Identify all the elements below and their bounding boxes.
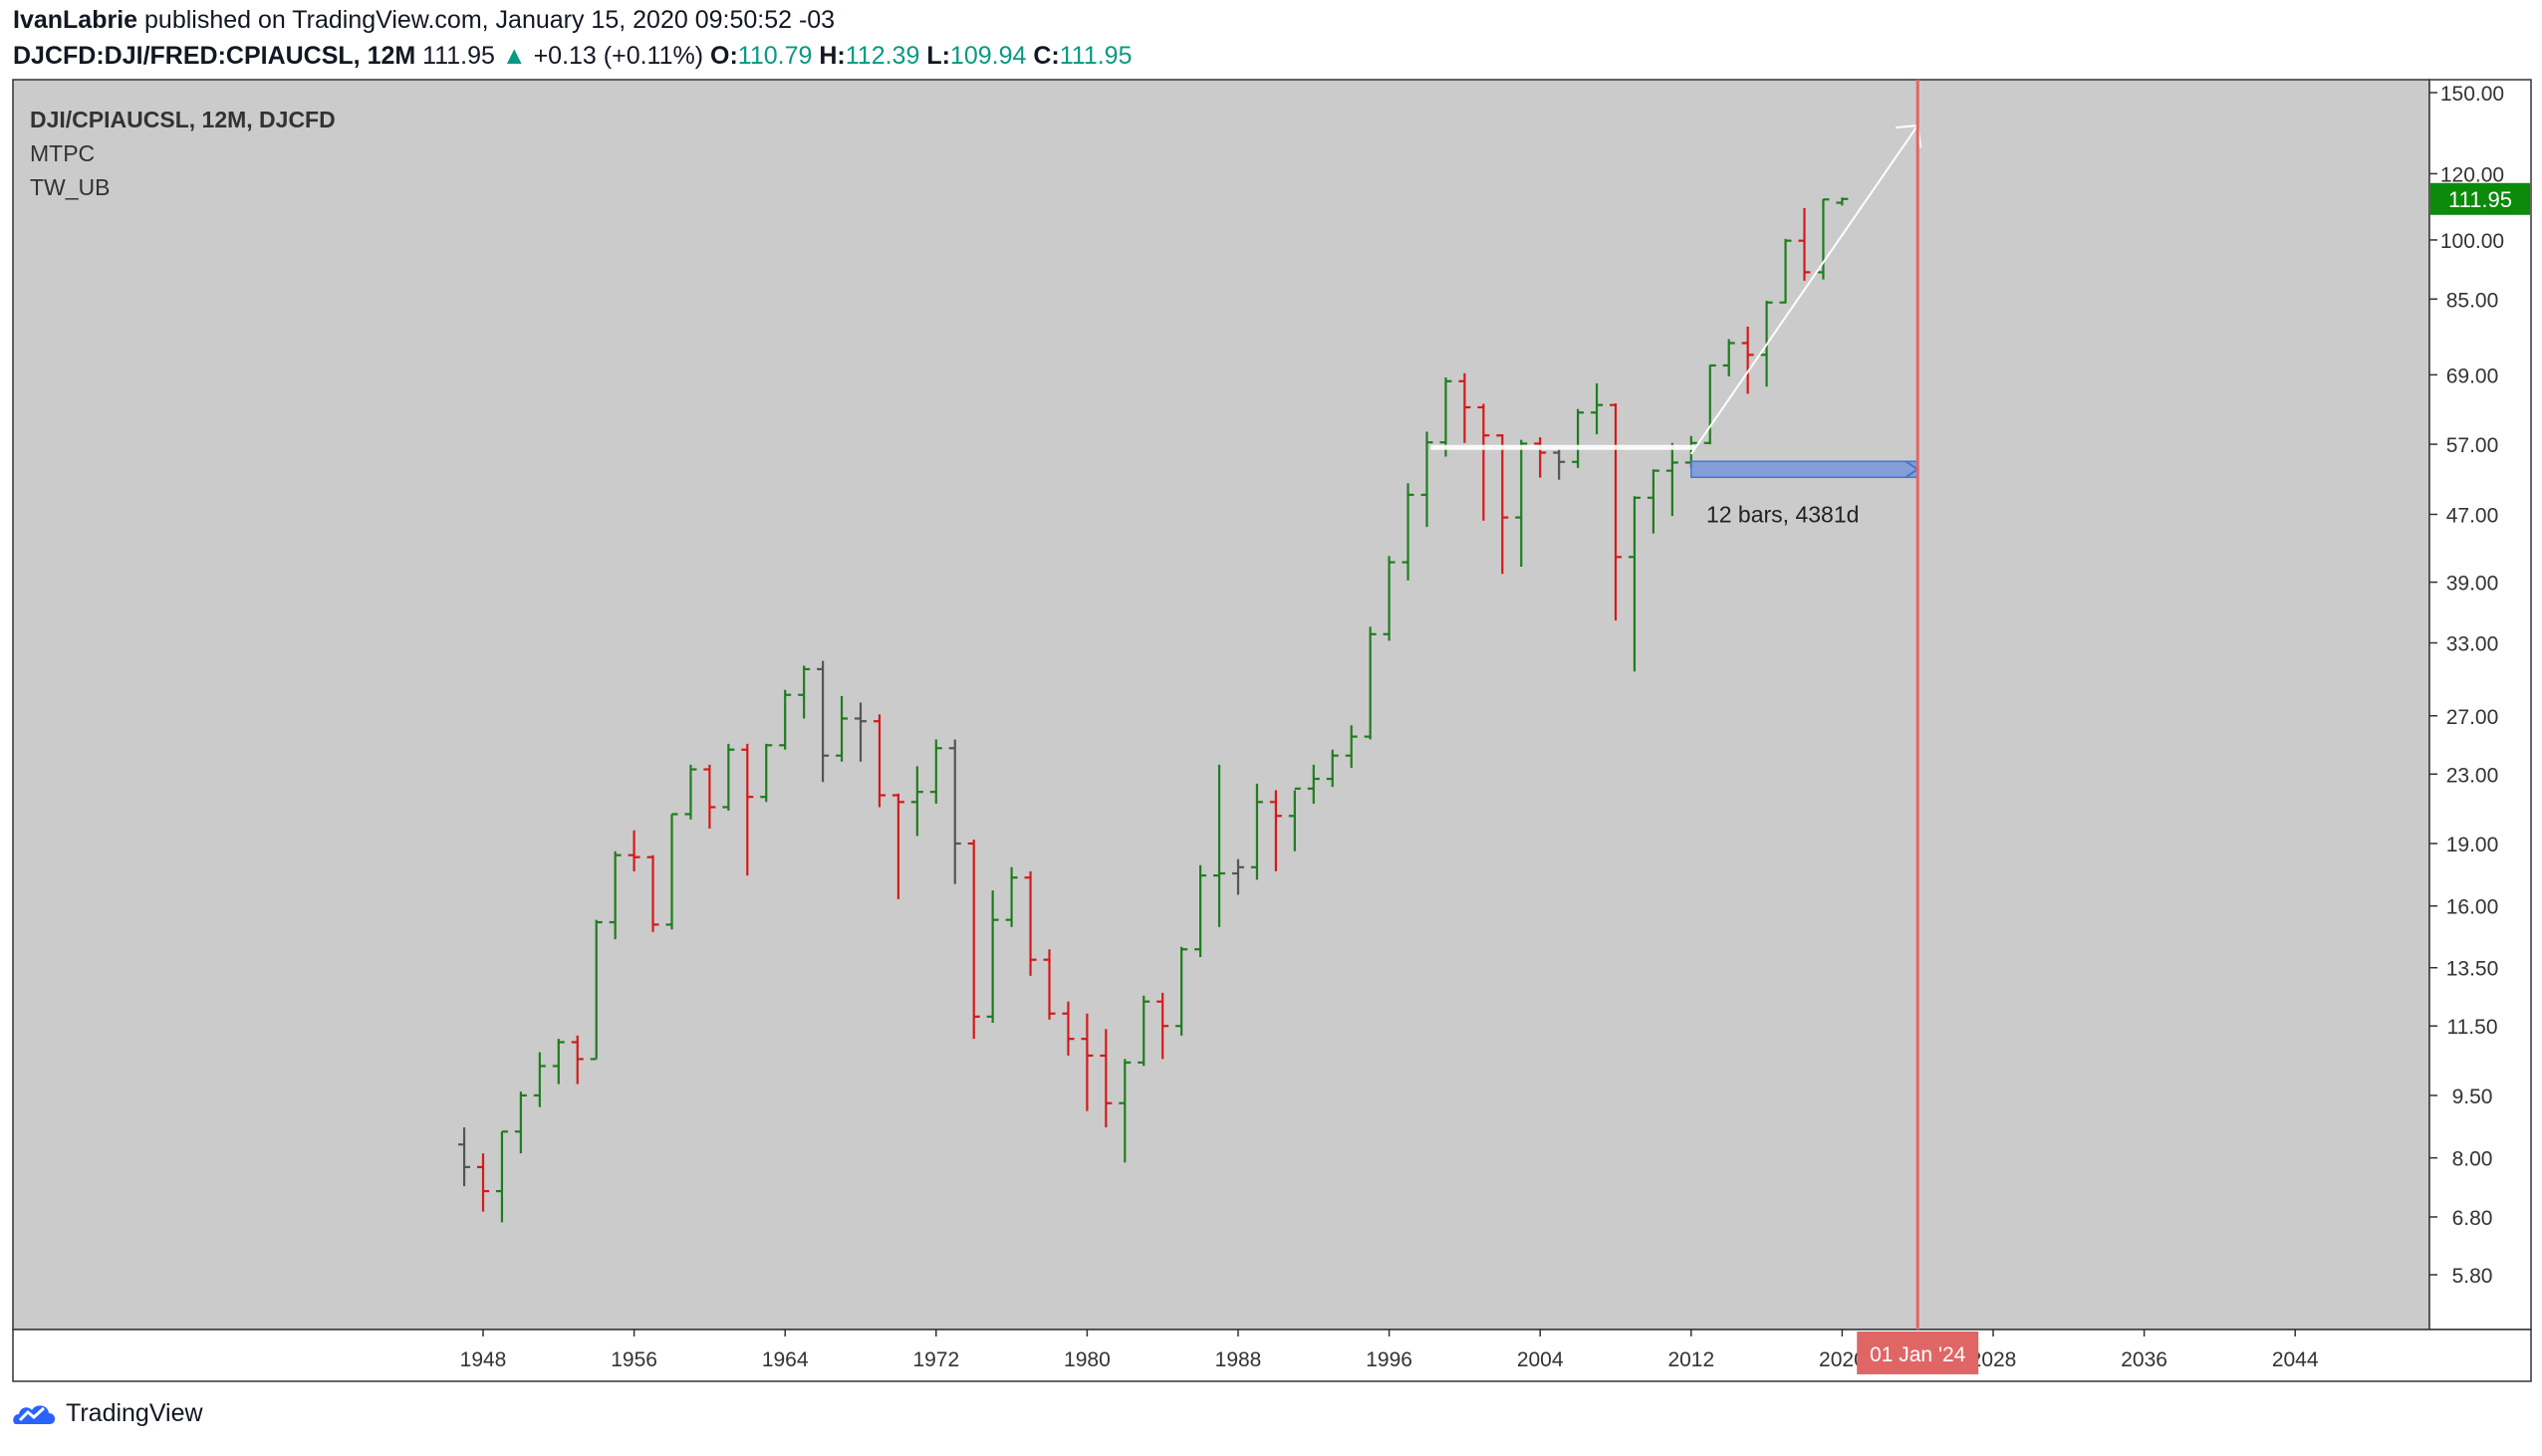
low-label: L: bbox=[926, 42, 950, 70]
date-range-measure[interactable] bbox=[1690, 460, 1918, 479]
y-tick-label: 16.00 bbox=[2446, 896, 2499, 919]
ohlc-bars bbox=[458, 197, 1849, 1223]
close-label: C: bbox=[1033, 42, 1060, 70]
y-tick-label: 100.00 bbox=[2440, 230, 2504, 253]
close-value: 111.95 bbox=[1059, 42, 1133, 70]
published-info: published on TradingView.com, January 15… bbox=[137, 6, 836, 34]
y-tick-label: 11.50 bbox=[2447, 1016, 2498, 1039]
up-arrow-icon: ▲ bbox=[501, 42, 527, 70]
y-tick-label: 19.00 bbox=[2446, 834, 2499, 856]
x-tick-label: 1988 bbox=[1215, 1348, 1262, 1371]
x-tick-label: 2028 bbox=[1970, 1348, 2017, 1371]
y-tick-label: 27.00 bbox=[2446, 706, 2499, 729]
legend-series: DJI/CPIAUCSL, 12M, DJCFD bbox=[30, 107, 336, 132]
brand-name: TradingView bbox=[66, 1398, 203, 1427]
x-tick-label: 2004 bbox=[1517, 1348, 1564, 1371]
plot-area[interactable] bbox=[12, 79, 2430, 1331]
time-axis[interactable] bbox=[12, 1329, 2532, 1382]
ohlc-line: DJCFD:DJI/FRED:CPIAUCSL, 12M 111.95 ▲ +0… bbox=[13, 42, 1133, 71]
cursor-date-badge bbox=[1857, 1332, 1979, 1374]
x-tick-label: 1996 bbox=[1366, 1348, 1412, 1371]
x-tick-label: 2044 bbox=[2272, 1348, 2319, 1371]
symbol-label: DJCFD:DJI/FRED:CPIAUCSL, 12M bbox=[13, 42, 416, 70]
y-tick-label: 85.00 bbox=[2446, 289, 2499, 312]
y-tick-label: 120.00 bbox=[2440, 163, 2504, 186]
x-tick-label: 1964 bbox=[762, 1348, 809, 1371]
x-tick-label: 2036 bbox=[2121, 1348, 2167, 1371]
last-price-tag-label: 111.95 bbox=[2448, 187, 2512, 212]
cursor-date-label: 01 Jan '24 bbox=[1870, 1343, 1966, 1366]
price-axis[interactable] bbox=[2428, 79, 2532, 1331]
x-tick-label: 1956 bbox=[611, 1348, 657, 1371]
price-change: +0.13 (+0.11%) bbox=[533, 42, 704, 70]
y-tick-label: 8.00 bbox=[2452, 1148, 2493, 1171]
tradingview-logo-icon bbox=[13, 1405, 56, 1424]
y-tick-label: 6.80 bbox=[2452, 1207, 2493, 1230]
trend-arrow-line[interactable] bbox=[1689, 124, 1919, 455]
y-tick-label: 150.00 bbox=[2440, 83, 2504, 106]
publisher-line: IvanLabrie published on TradingView.com,… bbox=[13, 6, 835, 35]
y-tick-label: 5.80 bbox=[2452, 1265, 2493, 1288]
y-axis-ticks: 150.00 120.00 100.00 85.00 69.00 57.00 47.00 39… bbox=[2429, 83, 2504, 1288]
y-tick-label: 39.00 bbox=[2446, 573, 2499, 596]
author-name[interactable]: IvanLabrie bbox=[13, 6, 138, 34]
y-tick-label: 47.00 bbox=[2446, 504, 2499, 527]
drawings: 12 bars, 4381d bbox=[1430, 123, 1922, 527]
measure-label: 12 bars, 4381d bbox=[1706, 501, 1859, 527]
high-value: 112.39 bbox=[845, 42, 920, 70]
last-price: 111.95 bbox=[422, 42, 495, 70]
x-tick-label: 1948 bbox=[460, 1348, 507, 1371]
open-label: O: bbox=[710, 42, 738, 70]
legend-indicator-mtpc: MTPC bbox=[30, 140, 95, 166]
y-tick-label: 69.00 bbox=[2446, 364, 2499, 387]
chart-legend: DJI/CPIAUCSL, 12M, DJCFD MTPC TW_UB bbox=[30, 107, 336, 200]
axis-markers: 01 Jan '24 111.95 bbox=[1857, 80, 2530, 1374]
legend-indicator-tw-ub: TW_UB bbox=[30, 174, 111, 200]
y-tick-label: 57.00 bbox=[2446, 434, 2499, 457]
high-label: H: bbox=[819, 42, 846, 70]
x-tick-label: 2012 bbox=[1667, 1348, 1714, 1371]
last-price-tag bbox=[2430, 182, 2530, 215]
y-tick-label: 33.00 bbox=[2446, 633, 2499, 656]
low-value: 109.94 bbox=[949, 42, 1027, 70]
y-tick-label: 9.50 bbox=[2452, 1086, 2493, 1108]
x-tick-label: 2020 bbox=[1819, 1348, 1866, 1371]
x-tick-label: 1980 bbox=[1064, 1348, 1111, 1371]
x-tick-label: 1972 bbox=[912, 1348, 959, 1371]
open-value: 110.79 bbox=[737, 42, 813, 70]
tradingview-brand[interactable]: TradingView bbox=[12, 1398, 203, 1428]
x-axis-ticks: 1948 1956 1964 1972 1980 1988 1996 2004 2012 2020… bbox=[460, 1330, 2319, 1371]
y-tick-label: 13.50 bbox=[2446, 958, 2499, 981]
y-tick-label: 23.00 bbox=[2446, 764, 2499, 787]
